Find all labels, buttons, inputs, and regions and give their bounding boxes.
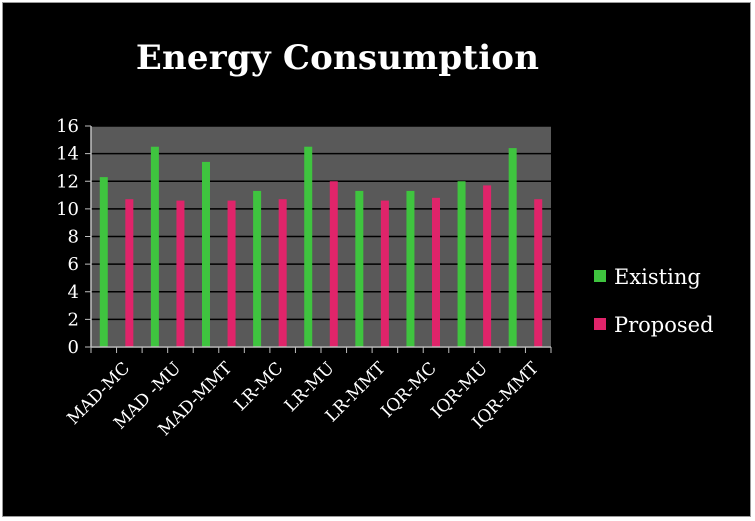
bar-proposed-lr-mc [278,199,287,347]
bar-proposed-mad-mu [176,200,185,347]
bar-existing-lr-mc [253,190,262,347]
bar-proposed-mad-mc [125,199,134,347]
y-tick-label: 8 [68,227,79,248]
bar-existing-mad-mc [99,177,108,347]
y-tick-label: 12 [56,171,79,192]
y-tick-label: 16 [56,116,79,137]
y-tick-label: 6 [68,254,79,275]
bar-existing-iqr-mc [406,190,415,347]
y-tick-label: 14 [56,144,79,165]
y-tick-label: 4 [68,282,79,303]
bar-proposed-lr-mu [329,181,338,347]
chart-title: Energy Consumption [135,38,540,78]
legend-label-proposed: Proposed [614,313,714,337]
y-tick-labels: 0 2 4 6 8 10 12 14 16 [56,116,91,358]
bar-existing-iqr-mu [457,181,466,347]
bar-existing-mad-mu [150,146,159,347]
legend-label-existing: Existing [614,265,701,289]
bar-existing-iqr-mmt [508,148,517,347]
legend: Existing Proposed [594,265,714,337]
x-tick-label: LR-MC [231,358,288,415]
y-tick-label: 2 [68,309,79,330]
legend-swatch-proposed [594,318,606,330]
bar-existing-mad-mmt [202,161,210,347]
legend-swatch-existing [594,270,606,282]
bar-existing-lr-mu [304,146,313,347]
bar-proposed-iqr-mc [432,197,440,347]
y-tick-label: 0 [68,337,79,358]
bar-proposed-iqr-mu [483,185,492,347]
bar-proposed-lr-mmt [380,200,389,347]
bar-proposed-mad-mmt [227,200,236,347]
bar-proposed-iqr-mmt [534,199,543,347]
y-tick-label: 10 [56,199,79,220]
bars [99,146,543,347]
bar-existing-lr-mmt [355,190,364,347]
